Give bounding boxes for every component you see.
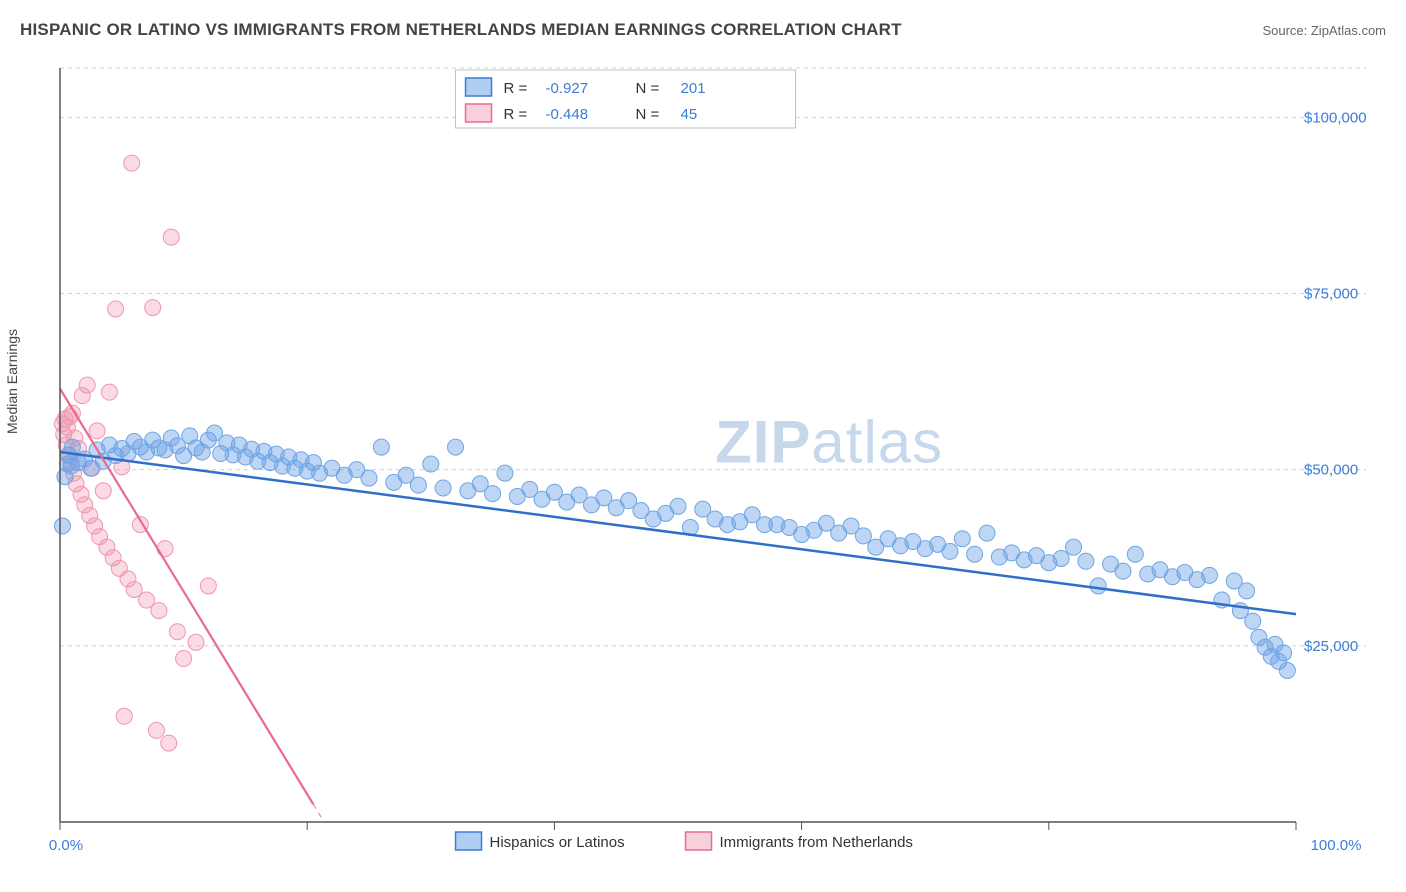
data-point: [1053, 550, 1069, 566]
chart-source: Source: ZipAtlas.com: [1262, 23, 1386, 38]
data-point: [373, 439, 389, 455]
y-tick-label: $50,000: [1304, 462, 1358, 479]
legend-swatch: [466, 78, 492, 96]
data-point: [410, 477, 426, 493]
data-point: [157, 541, 173, 557]
legend-n-value: 45: [681, 106, 698, 123]
data-point: [1201, 567, 1217, 583]
data-point: [188, 634, 204, 650]
data-point: [54, 518, 70, 534]
legend-r-value: -0.927: [546, 80, 589, 97]
y-tick-label: $25,000: [1304, 638, 1358, 655]
data-point: [1279, 662, 1295, 678]
data-point: [1090, 578, 1106, 594]
data-point: [95, 483, 111, 499]
legend-label-blue: Hispanics or Latinos: [490, 834, 625, 851]
data-point: [1276, 645, 1292, 661]
data-point: [108, 301, 124, 317]
data-point: [163, 229, 179, 245]
chart-container: Median Earnings $25,000$50,000$75,000$10…: [20, 60, 1386, 872]
data-point: [101, 384, 117, 400]
y-tick-label: $75,000: [1304, 285, 1358, 302]
y-tick-label: $100,000: [1304, 109, 1367, 126]
legend-n-label: N =: [636, 106, 660, 123]
data-point: [979, 525, 995, 541]
data-point: [169, 624, 185, 640]
data-point: [954, 531, 970, 547]
data-point: [161, 735, 177, 751]
data-point: [89, 423, 105, 439]
data-point: [116, 708, 132, 724]
legend-r-label: R =: [504, 106, 528, 123]
legend-swatch: [686, 832, 712, 850]
x-tick-label: 0.0%: [49, 837, 83, 854]
legend-n-value: 201: [681, 80, 706, 97]
data-point: [855, 528, 871, 544]
data-point: [670, 498, 686, 514]
legend-r-label: R =: [504, 80, 528, 97]
legend-label-pink: Immigrants from Netherlands: [720, 834, 913, 851]
data-point: [1245, 613, 1261, 629]
data-point: [435, 480, 451, 496]
correlation-chart: $25,000 $50,000 $75,000 $100,000 ZIPatlas 0.0…: [20, 60, 1386, 872]
data-point: [148, 722, 164, 738]
data-point: [967, 546, 983, 562]
watermark: ZIPatlas: [715, 409, 943, 476]
legend-swatch: [466, 104, 492, 122]
chart-title: HISPANIC OR LATINO VS IMMIGRANTS FROM NE…: [20, 20, 902, 40]
data-point: [485, 486, 501, 502]
data-point: [145, 300, 161, 316]
data-point: [151, 603, 167, 619]
x-tick-label: 100.0%: [1311, 837, 1362, 854]
data-point: [497, 465, 513, 481]
trend-line-blue: [60, 452, 1296, 614]
data-point: [942, 543, 958, 559]
data-point: [1066, 539, 1082, 555]
legend-swatch: [456, 832, 482, 850]
data-point: [176, 651, 192, 667]
data-point: [1078, 553, 1094, 569]
trend-line-pink-dashed: [313, 804, 324, 822]
data-point: [1115, 563, 1131, 579]
y-axis-title: Median Earnings: [4, 329, 20, 434]
header: HISPANIC OR LATINO VS IMMIGRANTS FROM NE…: [20, 20, 1386, 40]
legend-n-label: N =: [636, 80, 660, 97]
data-point: [200, 578, 216, 594]
legend-r-value: -0.448: [546, 106, 589, 123]
data-point: [361, 470, 377, 486]
data-point: [448, 439, 464, 455]
data-point: [124, 155, 140, 171]
data-point: [79, 377, 95, 393]
data-point: [1127, 546, 1143, 562]
data-point: [1239, 583, 1255, 599]
data-point: [423, 456, 439, 472]
